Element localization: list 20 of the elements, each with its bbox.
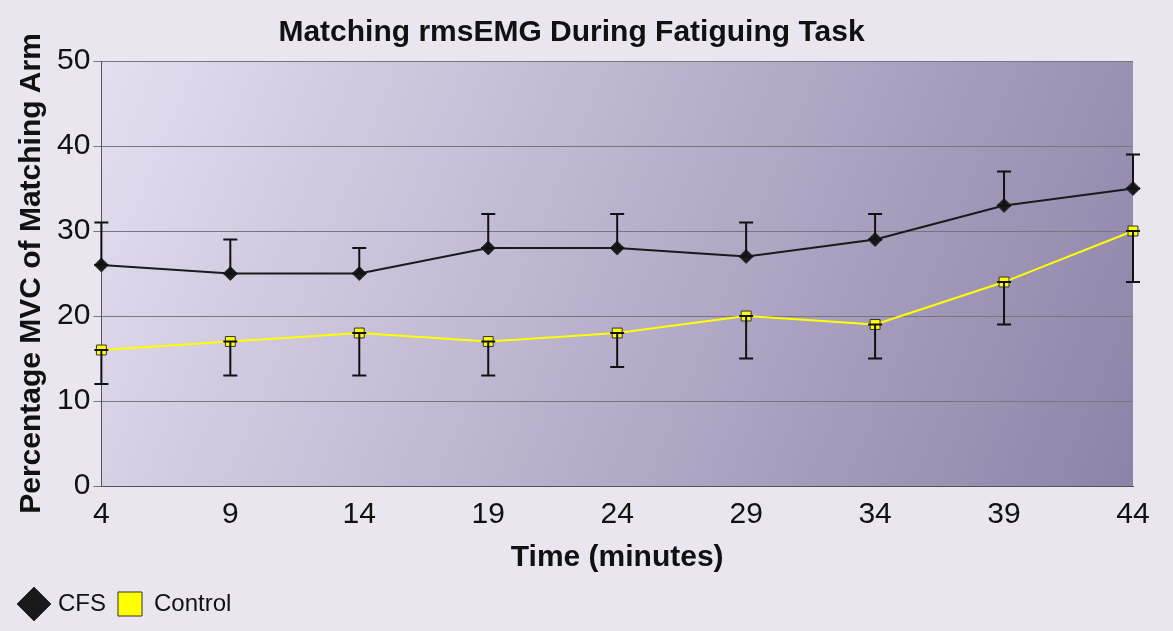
chart-title: Matching rmsEMG During Fatiguing Task <box>278 14 865 48</box>
x-tick-label: 19 <box>471 496 505 530</box>
x-tick-label: 44 <box>1116 496 1150 530</box>
x-tick-label: 39 <box>987 496 1021 530</box>
y-axis-title: Percentage MVC of Matching Arm <box>13 33 47 514</box>
x-tick-label: 9 <box>221 496 239 530</box>
legend-label: Control <box>154 588 232 616</box>
x-tick-label: 14 <box>342 496 376 530</box>
x-tick-label: 29 <box>729 496 763 530</box>
y-tick-label: 30 <box>56 212 91 246</box>
y-tick-label: 50 <box>56 42 91 76</box>
x-tick-label: 24 <box>600 496 634 530</box>
y-tick-label: 40 <box>56 127 91 161</box>
x-axis-title: Time (minutes) <box>510 539 724 573</box>
y-tick-label: 10 <box>56 382 91 416</box>
x-tick-label: 4 <box>93 496 110 530</box>
legend-label: CFS <box>58 588 106 616</box>
y-tick-label: 0 <box>73 467 91 501</box>
x-tick-label: 34 <box>858 496 892 530</box>
y-tick-label: 20 <box>56 297 91 331</box>
